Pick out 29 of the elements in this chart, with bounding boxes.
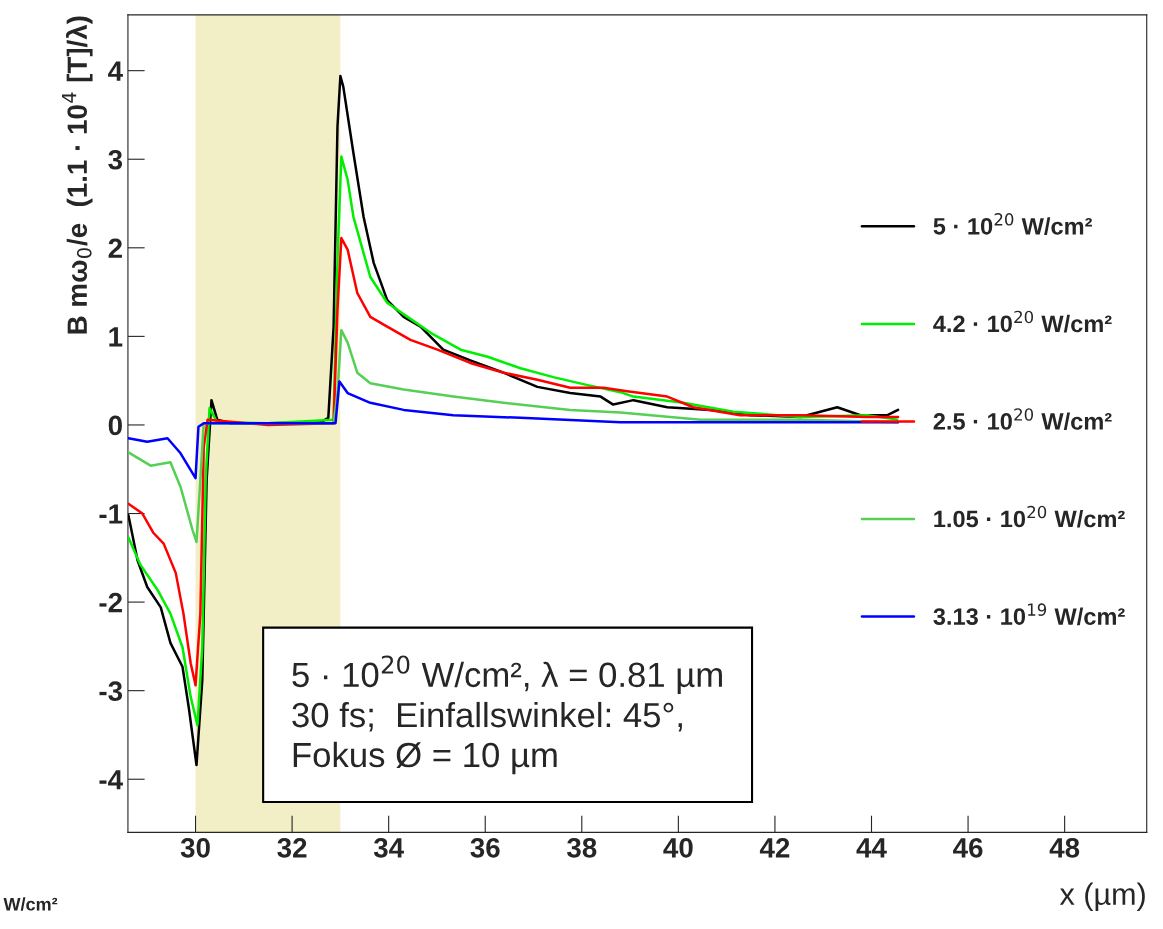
x-tick-label: 48 <box>1049 837 1080 858</box>
y-tick-label: 4 <box>108 61 123 81</box>
y-tick-label: 2 <box>108 238 122 258</box>
y-tick-label: -3 <box>99 681 123 702</box>
legend-label: 4.2 · 10$^{20}$ W/cm² <box>933 310 1112 333</box>
legend-label: 5 · 10$^{20}$ W/cm² <box>933 213 1092 235</box>
x-tick-label: 42 <box>759 837 790 858</box>
x-tick-label: 30 <box>180 837 210 858</box>
x-tick-label: 40 <box>663 837 693 858</box>
y-tick-label: 1 <box>109 327 123 347</box>
x-tick-label: 34 <box>373 837 404 858</box>
y-axis-title: B mω$_{0}$/e (1.1 · 10$^{4}$ [T]/λ) <box>61 16 93 334</box>
x-tick-label: 46 <box>953 837 983 858</box>
line-series <box>127 380 900 480</box>
y-tick-label: -4 <box>99 770 123 790</box>
legend-label: 3.13 · 10$^{19}$ W/cm² <box>933 603 1125 626</box>
x-tick-label: 32 <box>277 837 307 858</box>
y-tick-label: -1 <box>99 504 123 524</box>
y-tick-label: 3 <box>108 149 123 170</box>
x-tick-label: 38 <box>566 837 597 858</box>
y-tick-label: 0 <box>108 415 122 436</box>
x-axis-title: x (µm) <box>1059 882 1145 912</box>
legend-label: 2.5 · 10$^{20}$ W/cm² <box>933 408 1112 431</box>
legend-label: 1.05 · 10$^{20}$ W/cm² <box>934 505 1125 528</box>
text: W/cm² <box>3 897 58 911</box>
x-tick-label: 44 <box>856 838 887 858</box>
annotation: 5 · 10$^{20}$ W/cm², λ = 0.81 µm 30 fs; Einfallswinkel: 45°, Fokus Ø = 10 µm <box>292 655 722 775</box>
x-tick-label: 36 <box>470 837 500 858</box>
y-tick-label: -2 <box>99 592 122 613</box>
